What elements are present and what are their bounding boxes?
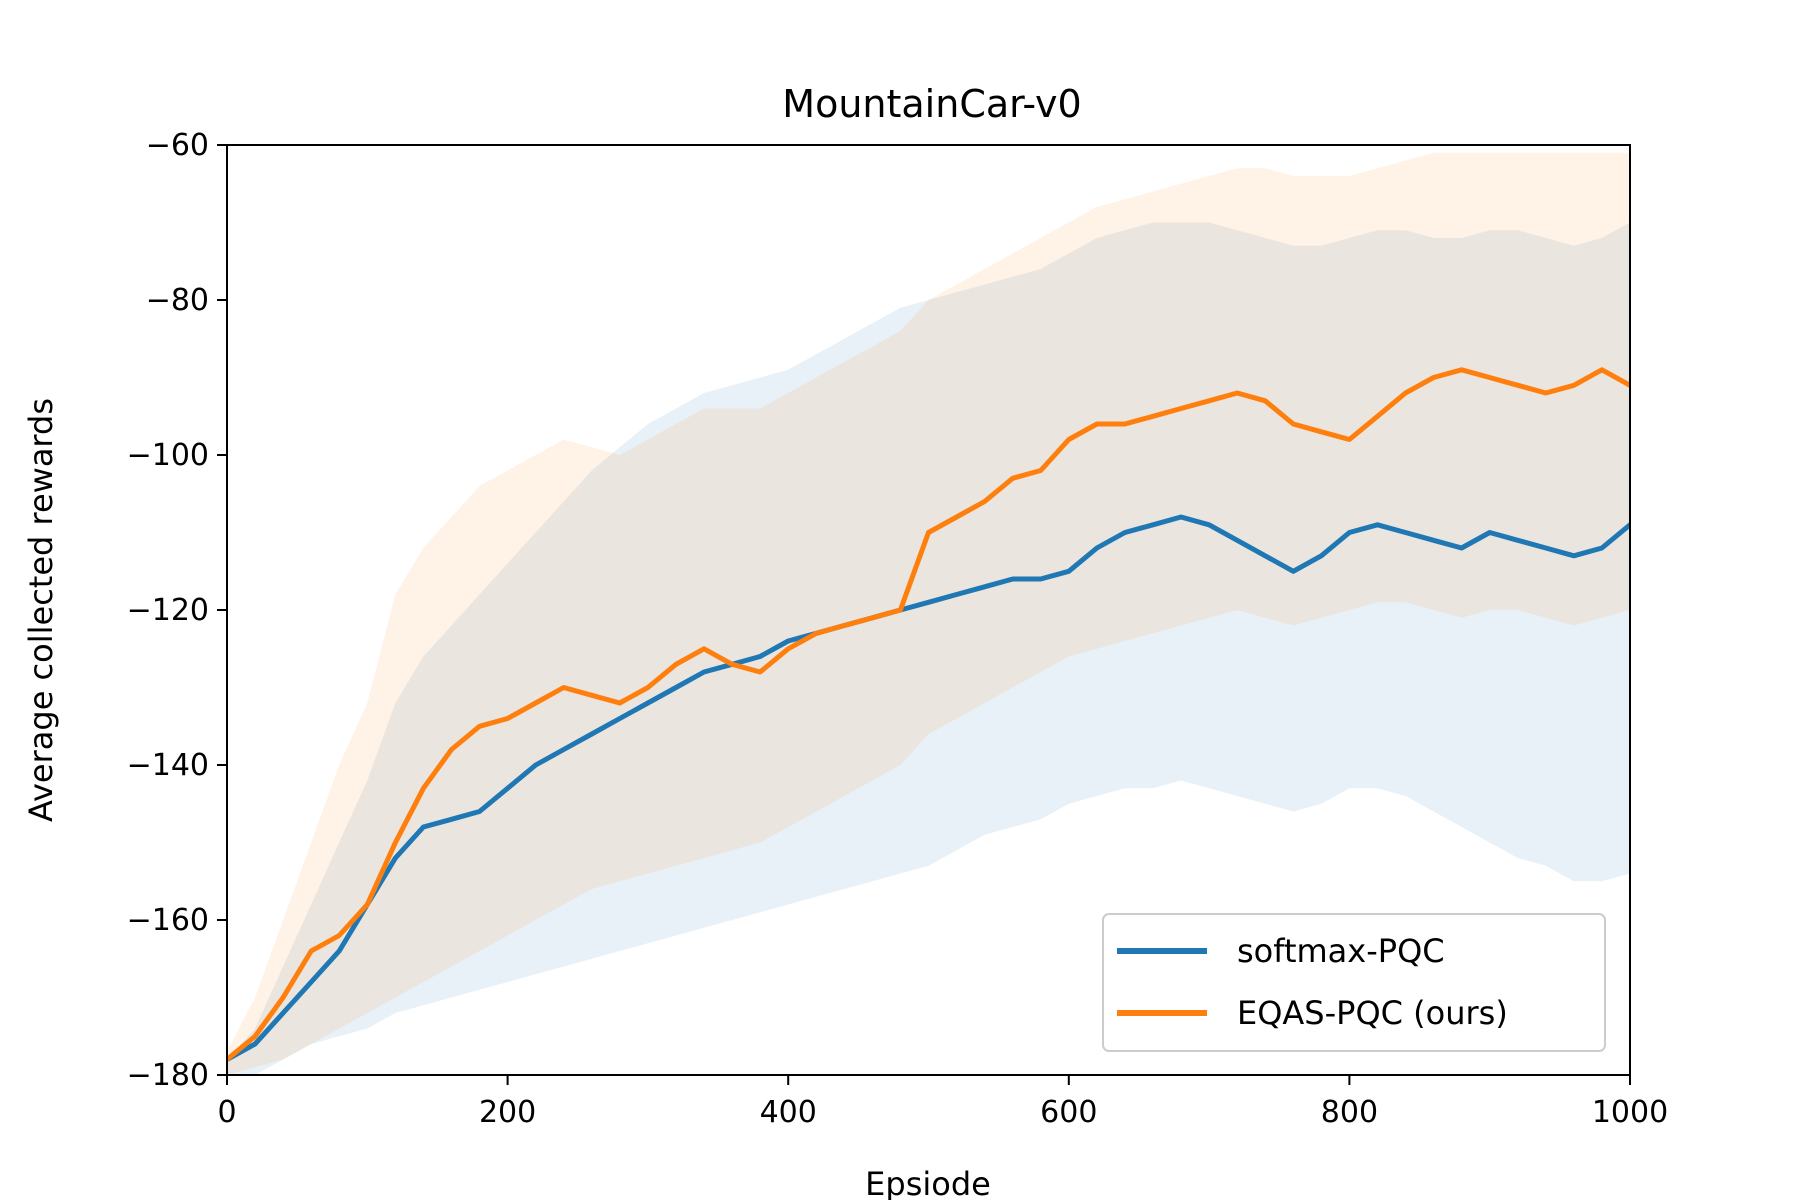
x-axis-label: Epsiode <box>865 1165 991 1200</box>
series-line-softmax-pqc <box>227 514 1630 1062</box>
series-line-eqas-pqc <box>227 367 1630 1062</box>
legend-box <box>1102 913 1606 1052</box>
legend-label-softmax: softmax-PQC <box>1237 932 1445 970</box>
legend-label-eqas: EQAS-PQC (ours) <box>1237 994 1508 1032</box>
series-lines <box>227 367 1630 1062</box>
confidence-bands <box>227 152 1630 1075</box>
band-eqas-pqc <box>227 152 1630 1075</box>
chart-title: MountainCar-v0 <box>782 82 1081 126</box>
y-axis-label: Average collected rewards <box>22 398 60 822</box>
y-tick-label: −100 <box>127 438 209 473</box>
x-tick-label: 800 <box>1321 1095 1378 1130</box>
x-tick-label: 1000 <box>1592 1095 1668 1130</box>
y-axis: −180 −160 −140 −120 −100 −80 −60 <box>127 128 227 1093</box>
y-tick-label: −80 <box>146 283 209 318</box>
x-tick-label: 200 <box>479 1095 536 1130</box>
y-tick-label: −160 <box>127 903 209 938</box>
band-softmax-pqc <box>227 222 1630 1075</box>
y-tick-label: −140 <box>127 748 209 783</box>
legend: softmax-PQC EQAS-PQC (ours) <box>1102 913 1606 1052</box>
y-tick-label: −120 <box>127 593 209 628</box>
x-axis: 0 200 400 600 800 1000 <box>217 1075 1668 1130</box>
y-tick-label: −180 <box>127 1058 209 1093</box>
y-tick-label: −60 <box>146 128 209 163</box>
x-tick-label: 600 <box>1040 1095 1097 1130</box>
x-tick-label: 400 <box>760 1095 817 1130</box>
x-tick-label: 0 <box>217 1095 236 1130</box>
